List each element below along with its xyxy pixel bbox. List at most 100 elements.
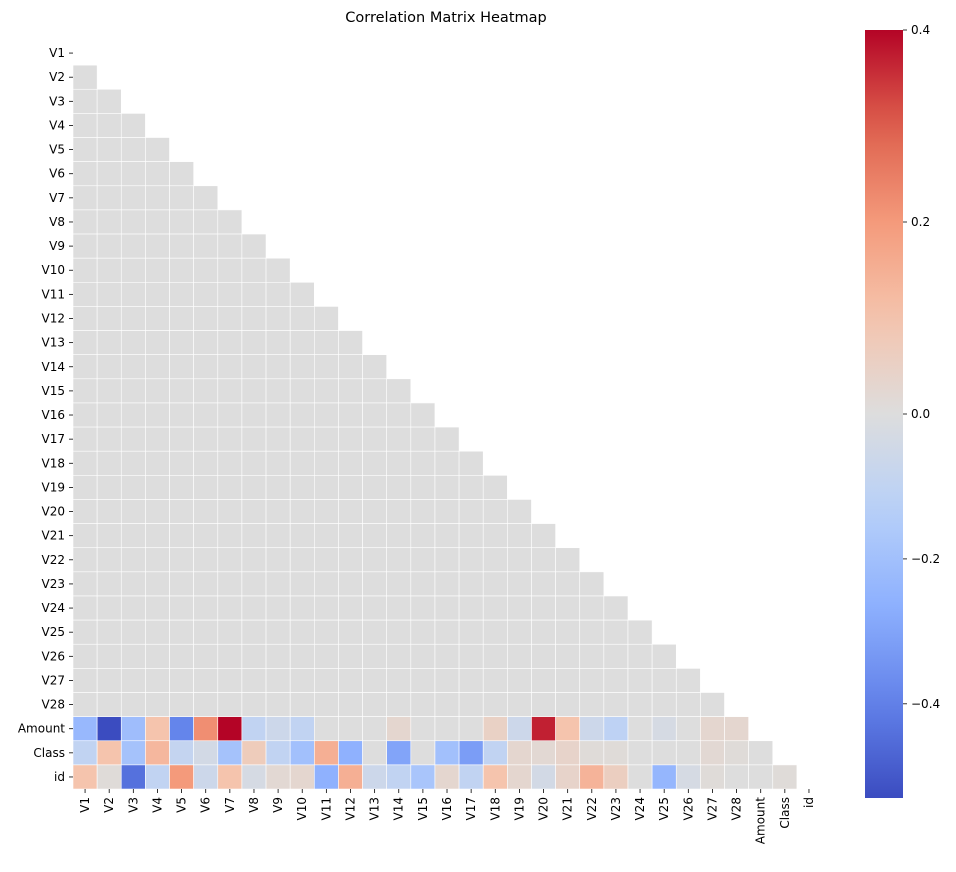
y-tick-label-V20: V20 bbox=[42, 505, 65, 519]
x-tick-label-V9: V9 bbox=[271, 797, 285, 813]
heatmap-cell-V16-V11 bbox=[313, 402, 339, 428]
heatmap-cell-V12-V7 bbox=[217, 306, 243, 331]
heatmap-cell-Amount-V1 bbox=[72, 716, 98, 742]
heatmap-cell-V7-V2 bbox=[96, 185, 122, 211]
heatmap-cell-V23-V4 bbox=[145, 571, 170, 597]
heatmap-cell-V18-V7 bbox=[217, 450, 243, 476]
heatmap-cell-V24-V3 bbox=[120, 595, 146, 621]
heatmap-cell-V28-V2 bbox=[96, 692, 122, 717]
y-tick-label-V26: V26 bbox=[42, 649, 65, 663]
x-tick-label-V17: V17 bbox=[464, 797, 478, 820]
heatmap-cell-id-V25 bbox=[651, 764, 677, 790]
heatmap-cell-V24-V14 bbox=[386, 595, 412, 621]
heatmap-cell-V18-V2 bbox=[96, 450, 122, 476]
heatmap-cell-Class-V27 bbox=[700, 740, 725, 766]
heatmap-cell-V22-V17 bbox=[458, 547, 484, 573]
heatmap-cell-V21-V8 bbox=[241, 523, 267, 549]
heatmap-cell-V27-V23 bbox=[603, 668, 629, 693]
x-tick-label-V16: V16 bbox=[440, 797, 454, 820]
heatmap-cell-V20-V2 bbox=[96, 499, 122, 524]
heatmap-cell-V21-V14 bbox=[386, 523, 412, 549]
heatmap-cell-V20-V16 bbox=[434, 499, 460, 524]
y-tick-label-V15: V15 bbox=[42, 384, 65, 398]
heatmap-cell-V22-V1 bbox=[72, 547, 98, 573]
x-tick-label-V5: V5 bbox=[175, 797, 189, 813]
heatmap-cell-Class-V1 bbox=[72, 740, 98, 766]
heatmap-cell-V27-V15 bbox=[410, 668, 436, 693]
heatmap-cell-V16-V4 bbox=[145, 402, 170, 428]
heatmap-cell-V24-V22 bbox=[579, 595, 605, 621]
heatmap-cell-V25-V21 bbox=[555, 619, 581, 645]
heatmap-cell-V25-V18 bbox=[482, 619, 508, 645]
heatmap-cell-V17-V6 bbox=[193, 426, 219, 452]
y-tick-label-V16: V16 bbox=[42, 408, 65, 422]
heatmap-cell-Amount-V21 bbox=[555, 716, 581, 742]
heatmap-cell-V21-V1 bbox=[72, 523, 98, 549]
heatmap-cell-V26-V3 bbox=[120, 643, 146, 669]
heatmap-cell-Class-V17 bbox=[458, 740, 484, 766]
y-tick-label-V17: V17 bbox=[42, 432, 65, 446]
heatmap-cell-V28-V13 bbox=[362, 692, 387, 717]
x-tick-label-V7: V7 bbox=[223, 797, 237, 813]
x-tick-label-V4: V4 bbox=[150, 797, 164, 813]
heatmap-cell-V21-V18 bbox=[482, 523, 508, 549]
heatmap-cell-V17-V5 bbox=[169, 426, 194, 452]
heatmap-cell-V23-V14 bbox=[386, 571, 412, 597]
y-tick-label-V7: V7 bbox=[49, 191, 65, 205]
heatmap-cell-V27-V12 bbox=[338, 668, 363, 693]
x-tick-label-V13: V13 bbox=[368, 797, 382, 820]
heatmap-cell-V17-V12 bbox=[338, 426, 363, 452]
heatmap-cell-V27-V9 bbox=[265, 668, 291, 693]
heatmap-cell-V25-V11 bbox=[313, 619, 339, 645]
heatmap-cell-V20-V14 bbox=[386, 499, 412, 524]
heatmap-cell-V17-V14 bbox=[386, 426, 412, 452]
heatmap-cell-V8-V4 bbox=[145, 209, 170, 235]
heatmap-cell-V23-V11 bbox=[313, 571, 339, 597]
x-tick-label-Class: Class bbox=[778, 797, 792, 829]
heatmap-cell-V20-V12 bbox=[338, 499, 363, 524]
heatmap-cell-V28-V14 bbox=[386, 692, 412, 717]
heatmap-cell-V13-V2 bbox=[96, 330, 122, 355]
heatmap-cell-V24-V12 bbox=[338, 595, 363, 621]
heatmap-cell-V28-V6 bbox=[193, 692, 219, 717]
y-tick-label-V8: V8 bbox=[49, 215, 65, 229]
heatmap-cell-V28-V25 bbox=[651, 692, 677, 717]
y-tick-label-V13: V13 bbox=[42, 336, 65, 350]
heatmap-cell-V11-V9 bbox=[265, 281, 291, 307]
heatmap-cell-V16-V9 bbox=[265, 402, 291, 428]
heatmap-cell-V28-V27 bbox=[700, 692, 725, 717]
heatmap-cell-V18-V17 bbox=[458, 450, 484, 476]
heatmap-cell-V26-V13 bbox=[362, 643, 387, 669]
heatmap-cell-Amount-V6 bbox=[193, 716, 219, 742]
y-tick-label-V4: V4 bbox=[49, 118, 65, 132]
x-tick-label-V3: V3 bbox=[126, 797, 140, 813]
heatmap-cell-V22-V4 bbox=[145, 547, 170, 573]
heatmap-cell-V26-V9 bbox=[265, 643, 291, 669]
heatmap-cell-V12-V2 bbox=[96, 306, 122, 331]
heatmap-cell-V11-V5 bbox=[169, 281, 194, 307]
heatmap-cell-V23-V8 bbox=[241, 571, 267, 597]
heatmap-cell-V26-V20 bbox=[531, 643, 556, 669]
x-tick-label-V1: V1 bbox=[78, 797, 92, 813]
colorbar-gradient bbox=[865, 30, 903, 798]
heatmap-cell-V22-V10 bbox=[289, 547, 315, 573]
heatmap-cell-Class-V11 bbox=[313, 740, 339, 766]
heatmap-cell-V20-V17 bbox=[458, 499, 484, 524]
heatmap-cell-V18-V5 bbox=[169, 450, 194, 476]
heatmap-cell-V27-V6 bbox=[193, 668, 219, 693]
heatmap-cell-V21-V19 bbox=[507, 523, 532, 549]
heatmap-cell-V24-V8 bbox=[241, 595, 267, 621]
heatmap-cell-V15-V6 bbox=[193, 378, 219, 404]
x-tick-label-id: id bbox=[802, 797, 816, 808]
heatmap-cell-Amount-V19 bbox=[507, 716, 532, 742]
heatmap-cell-Class-V5 bbox=[169, 740, 194, 766]
heatmap-cell-id-V3 bbox=[120, 764, 146, 790]
heatmap-cell-V11-V7 bbox=[217, 281, 243, 307]
heatmap-cell-id-V1 bbox=[72, 764, 98, 790]
heatmap-cell-id-V22 bbox=[579, 764, 605, 790]
heatmap-cell-V21-V7 bbox=[217, 523, 243, 549]
heatmap-cell-Class-V23 bbox=[603, 740, 629, 766]
heatmap-cell-V9-V2 bbox=[96, 233, 122, 259]
x-tick-labels: V1 V2 V3 V4 V5 V6 V7 V8 V9 V10 V11 V12 V13 V14 V15 V16 V… bbox=[78, 789, 816, 844]
heatmap-cell-V19-V4 bbox=[145, 475, 170, 500]
